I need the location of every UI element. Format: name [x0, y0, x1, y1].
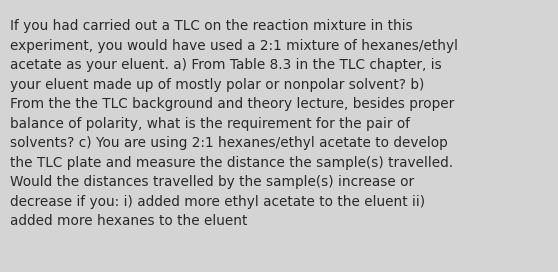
Text: If you had carried out a TLC on the reaction mixture in this
experiment, you wou: If you had carried out a TLC on the reac… — [10, 19, 458, 228]
